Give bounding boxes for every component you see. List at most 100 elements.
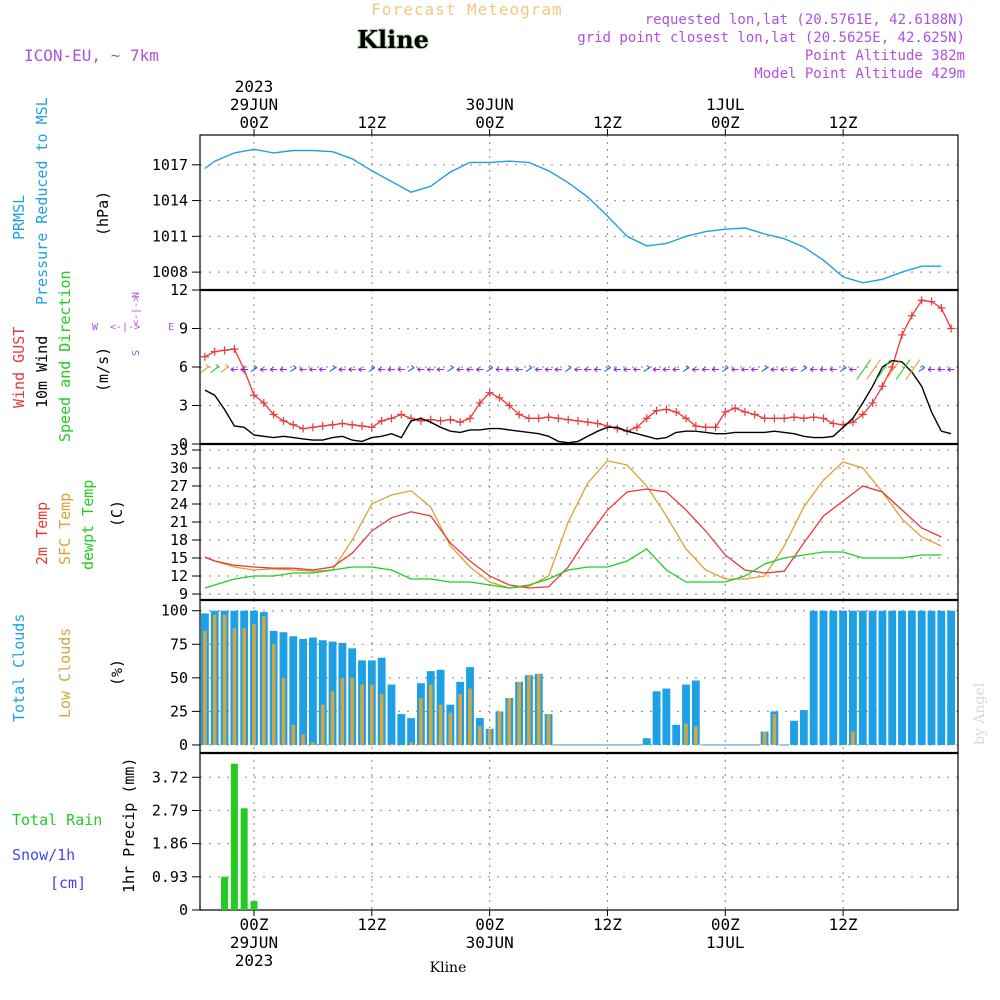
wind-arrow-head bbox=[937, 367, 942, 372]
wind-arrow-head bbox=[701, 367, 706, 372]
temp-ytick-label: 27 bbox=[170, 477, 188, 495]
total-cloud-bar bbox=[652, 691, 661, 745]
wind-arrow-head bbox=[426, 367, 431, 372]
wind-arrow-head bbox=[332, 365, 336, 370]
gust-marker bbox=[250, 391, 259, 400]
gust-marker bbox=[691, 422, 700, 431]
total-cloud-bar bbox=[907, 610, 916, 745]
precip-unit: 1hr Precip (mm) bbox=[120, 758, 138, 893]
low-cloud-bar bbox=[536, 673, 541, 745]
wind-arrow-head bbox=[613, 367, 618, 372]
wind-arrow-head bbox=[554, 367, 559, 372]
total-cloud-bar bbox=[672, 724, 681, 745]
gust-marker bbox=[858, 410, 867, 419]
top-hour-label: 12Z bbox=[593, 113, 622, 132]
clouds-ytick-label: 50 bbox=[170, 669, 188, 687]
gust-marker bbox=[760, 414, 769, 423]
wind-arrow-head bbox=[685, 365, 690, 370]
gust-marker bbox=[524, 414, 533, 423]
wind-arrow-head bbox=[741, 367, 745, 372]
total-cloud-bar bbox=[790, 720, 798, 745]
total-cloud-bar bbox=[819, 610, 828, 745]
wind-arrow-head bbox=[456, 367, 460, 372]
gust-marker bbox=[456, 418, 465, 427]
wind-arrow-head bbox=[711, 367, 716, 372]
gust-marker bbox=[937, 303, 946, 312]
footer-location: Kline bbox=[430, 960, 467, 976]
gust-marker bbox=[672, 407, 681, 416]
low-cloud-bar bbox=[262, 616, 266, 745]
gust-marker bbox=[731, 404, 740, 413]
low-cloud-bar bbox=[487, 728, 492, 745]
low-cloud-bar bbox=[271, 644, 276, 745]
low-cloud-bar bbox=[389, 743, 394, 745]
gust-marker bbox=[259, 398, 268, 407]
precip-ytick-label: 0 bbox=[179, 901, 188, 919]
bottom-date-label: 30JUN bbox=[466, 933, 514, 952]
total-cloud-bar bbox=[947, 610, 956, 745]
gust-marker bbox=[220, 346, 229, 355]
pressure-label-main: PRMSL bbox=[10, 195, 28, 240]
precip-ytick-label: 1.86 bbox=[152, 835, 188, 853]
gust-marker bbox=[367, 423, 376, 432]
total-cloud-bar bbox=[917, 610, 926, 745]
gust-marker bbox=[534, 414, 543, 423]
cloud-labels: Total Clouds Low Clouds (%) bbox=[10, 614, 126, 722]
clouds-ytick-label: 100 bbox=[161, 602, 188, 620]
wind-arrow-head bbox=[358, 367, 362, 372]
pressure-ytick-label: 1011 bbox=[152, 227, 188, 245]
gust-marker bbox=[485, 388, 494, 397]
wind-arrow-head bbox=[927, 367, 932, 372]
top-hour-label: 12Z bbox=[829, 113, 858, 132]
wind-arrow-head bbox=[672, 367, 676, 372]
wind-arrow-head bbox=[387, 367, 392, 372]
bottom-hour-label: 12Z bbox=[593, 915, 622, 934]
gust-marker bbox=[632, 423, 641, 432]
pressure-frame bbox=[199, 134, 959, 291]
wind-arrow-head bbox=[829, 367, 834, 372]
wind-arrow-head bbox=[505, 367, 510, 372]
low-cloud-bar bbox=[448, 712, 453, 745]
total-cloud-bar bbox=[878, 610, 887, 745]
wind-arrow-head bbox=[770, 367, 775, 372]
gust-marker bbox=[475, 398, 484, 407]
pressure-ytick-label: 1008 bbox=[152, 263, 188, 281]
gust-marker bbox=[770, 414, 779, 423]
low-cloud-bar bbox=[301, 734, 305, 745]
temp-ytick-label: 18 bbox=[170, 531, 188, 549]
precip-frame bbox=[199, 752, 959, 911]
total-cloud-bar bbox=[858, 610, 867, 745]
low-cloud-bar bbox=[409, 742, 413, 745]
low-cloud-bar bbox=[772, 714, 777, 745]
wind-arrow bbox=[905, 359, 921, 380]
pressure-line bbox=[204, 148, 942, 284]
bottom-year-label: 2023 bbox=[235, 951, 274, 970]
wind-arrow-head bbox=[253, 365, 258, 370]
total-cloud-bar bbox=[397, 714, 406, 745]
low-cloud-bar bbox=[851, 731, 855, 745]
gust-marker bbox=[564, 415, 573, 424]
gust-marker bbox=[387, 414, 396, 423]
gust-marker bbox=[701, 423, 710, 432]
wind-arrow-head bbox=[260, 367, 264, 372]
total-cloud-bar bbox=[799, 710, 808, 745]
pressure-labels: PRMSL Pressure Reduced to MSL (hPa) bbox=[10, 97, 112, 305]
temp-ytick-label: 9 bbox=[179, 585, 188, 603]
watermark: by Angel bbox=[972, 682, 988, 745]
low-cloud-bar bbox=[497, 711, 502, 745]
clouds-ytick-label: 0 bbox=[179, 736, 188, 754]
total-cloud-bar bbox=[691, 680, 700, 745]
wind-arrow-head bbox=[309, 367, 313, 372]
pressure-label-sub: Pressure Reduced to MSL bbox=[33, 97, 51, 305]
wind-arrow-head bbox=[750, 367, 755, 372]
wind-arrow-head bbox=[450, 365, 454, 370]
total-cloud-bar bbox=[299, 638, 308, 745]
wind-arrow-head bbox=[348, 367, 352, 372]
wind-arrow-head bbox=[225, 364, 229, 369]
t2m-line bbox=[204, 485, 942, 589]
snow-unit-label: [cm] bbox=[50, 874, 86, 892]
compass-s: S bbox=[131, 350, 142, 356]
total-cloud-bar bbox=[407, 718, 416, 745]
temp-ytick-label: 21 bbox=[170, 513, 188, 531]
gust-marker bbox=[200, 352, 209, 361]
